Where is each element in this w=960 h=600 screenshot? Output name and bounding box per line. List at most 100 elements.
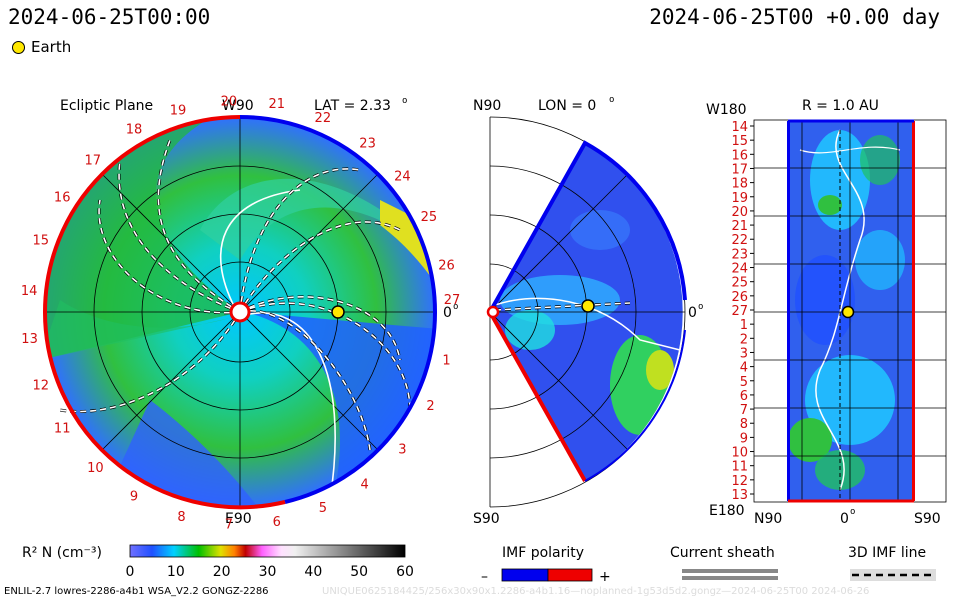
radial-y-label-19: 19 bbox=[731, 191, 748, 206]
ecliptic-number-21: 21 bbox=[269, 97, 286, 112]
ecliptic-number-3: 3 bbox=[398, 442, 406, 457]
svg-text:o: o bbox=[698, 302, 703, 312]
radial-y-label-10: 10 bbox=[731, 446, 748, 461]
earth-position-icon bbox=[331, 305, 345, 319]
ecliptic-number-25: 25 bbox=[421, 210, 438, 225]
ecliptic-number-4: 4 bbox=[360, 478, 368, 493]
ecliptic-number-26: 26 bbox=[438, 258, 455, 273]
radial-y-label-26: 26 bbox=[731, 290, 748, 305]
colorbar-tick-label: 30 bbox=[259, 564, 277, 580]
imf-polarity-title: IMF polarity bbox=[502, 545, 584, 561]
radial-y-label-2: 2 bbox=[740, 332, 748, 347]
colorbar-tick-label: 50 bbox=[350, 564, 368, 580]
radial-y-label-20: 20 bbox=[731, 205, 748, 220]
earth-position-radial-icon bbox=[841, 305, 855, 319]
colorbar-label: R² N (cm⁻³) bbox=[22, 545, 102, 561]
svg-text:o: o bbox=[402, 96, 407, 106]
radial-top-label: W180 bbox=[706, 102, 747, 118]
radial-y-label-15: 15 bbox=[731, 134, 748, 149]
datetime-right: 2024-06-25T00 +0.00 day bbox=[649, 5, 940, 29]
radial-y-label-6: 6 bbox=[740, 389, 748, 404]
colorbar-tick-label: 40 bbox=[304, 564, 322, 580]
ecliptic-number-2: 2 bbox=[426, 399, 434, 414]
earth-position-meridional-icon bbox=[581, 299, 595, 313]
ecliptic-number-11: 11 bbox=[54, 421, 71, 436]
radial-y-label-17: 17 bbox=[731, 162, 748, 177]
radial-carrington-labels: 1415161718192021222324252627123456789101… bbox=[731, 120, 754, 503]
radial-x-label-s90: S90 bbox=[914, 511, 941, 527]
radial-x-label-0: 0 bbox=[840, 511, 849, 527]
density-colorbar bbox=[129, 544, 406, 558]
radial-y-label-7: 7 bbox=[740, 403, 748, 418]
imf-minus-label: – bbox=[481, 569, 488, 585]
radial-y-label-24: 24 bbox=[731, 262, 748, 277]
svg-text:o: o bbox=[453, 302, 458, 312]
imf-negative-swatch bbox=[501, 568, 549, 582]
colorbar-tick-label: 10 bbox=[167, 564, 185, 580]
ecliptic-title: Ecliptic Plane bbox=[60, 98, 153, 114]
colorbar-ticks: 0 10 20 30 40 50 60 bbox=[126, 564, 414, 580]
ecliptic-number-10: 10 bbox=[87, 461, 104, 476]
meridional-zero-label: 0 bbox=[688, 305, 697, 321]
ecliptic-number-14: 14 bbox=[21, 284, 38, 299]
ecliptic-number-16: 16 bbox=[54, 191, 71, 206]
imf-positive-swatch bbox=[547, 568, 593, 582]
ecliptic-number-1: 1 bbox=[442, 354, 450, 369]
colorbar-tick-label: 0 bbox=[126, 564, 135, 580]
ecliptic-zero-label: 0 bbox=[443, 305, 452, 321]
colorbar-tick-label: 60 bbox=[396, 564, 414, 580]
earth-legend-label: Earth bbox=[31, 38, 72, 56]
radial-y-label-11: 11 bbox=[731, 460, 748, 475]
ecliptic-number-22: 22 bbox=[315, 111, 332, 126]
ecliptic-number-18: 18 bbox=[126, 122, 143, 137]
ecliptic-number-9: 9 bbox=[130, 490, 138, 505]
radial-y-label-4: 4 bbox=[740, 361, 748, 376]
ecliptic-number-17: 17 bbox=[84, 153, 101, 168]
earth-legend: Earth bbox=[12, 38, 71, 56]
ecliptic-number-7: 7 bbox=[225, 518, 233, 533]
radial-y-label-22: 22 bbox=[731, 233, 748, 248]
sun-marker-icon bbox=[229, 301, 251, 323]
current-sheath-swatch-bottom bbox=[682, 576, 778, 580]
radial-y-label-18: 18 bbox=[731, 177, 748, 192]
ecliptic-number-23: 23 bbox=[359, 137, 376, 152]
svg-text:o: o bbox=[609, 95, 614, 105]
ecliptic-lat-label: LAT = 2.33 bbox=[314, 98, 391, 114]
current-sheath-swatch-top bbox=[682, 569, 778, 573]
imf-plus-label: + bbox=[599, 569, 611, 585]
radial-r-label: R = 1.0 AU bbox=[802, 98, 879, 114]
footer-watermark: UNIQUE0625184425/256x30x90x1.2286-a4b1.1… bbox=[322, 586, 870, 597]
radial-y-label-8: 8 bbox=[740, 417, 748, 432]
radial-y-label-16: 16 bbox=[731, 148, 748, 163]
footer-model-info: ENLIL-2.7 lowres-2286-a4b1 WSA_V2.2 GONG… bbox=[4, 586, 269, 597]
radial-y-label-14: 14 bbox=[731, 120, 748, 135]
ecliptic-bottom-label: E90 bbox=[225, 511, 252, 527]
radial-y-label-25: 25 bbox=[731, 276, 748, 291]
current-sheath-title: Current sheath bbox=[670, 545, 775, 561]
radial-map-plot bbox=[753, 119, 947, 503]
svg-text:o: o bbox=[850, 507, 855, 517]
colorbar-tick-label: 20 bbox=[213, 564, 231, 580]
radial-y-label-3: 3 bbox=[740, 346, 748, 361]
meridional-bottom-label: S90 bbox=[473, 511, 500, 527]
radial-y-label-5: 5 bbox=[740, 375, 748, 390]
ecliptic-number-13: 13 bbox=[21, 332, 38, 347]
ecliptic-number-27: 27 bbox=[444, 293, 461, 308]
imf-line-title: 3D IMF line bbox=[848, 545, 926, 561]
ecliptic-number-12: 12 bbox=[33, 379, 50, 394]
ecliptic-number-20: 20 bbox=[221, 94, 238, 109]
ecliptic-number-6: 6 bbox=[273, 515, 281, 530]
radial-bottom-label: E180 bbox=[709, 503, 745, 519]
ecliptic-number-19: 19 bbox=[170, 103, 187, 118]
ecliptic-number-24: 24 bbox=[394, 170, 411, 185]
earth-marker-icon bbox=[12, 40, 25, 54]
ecliptic-number-8: 8 bbox=[177, 510, 185, 525]
radial-y-label-27: 27 bbox=[731, 304, 748, 319]
radial-y-label-12: 12 bbox=[731, 474, 748, 489]
ecliptic-number-15: 15 bbox=[33, 233, 50, 248]
radial-y-label-21: 21 bbox=[731, 219, 748, 234]
ecliptic-plane-plot bbox=[42, 115, 438, 510]
ecliptic-number-5: 5 bbox=[319, 501, 327, 516]
